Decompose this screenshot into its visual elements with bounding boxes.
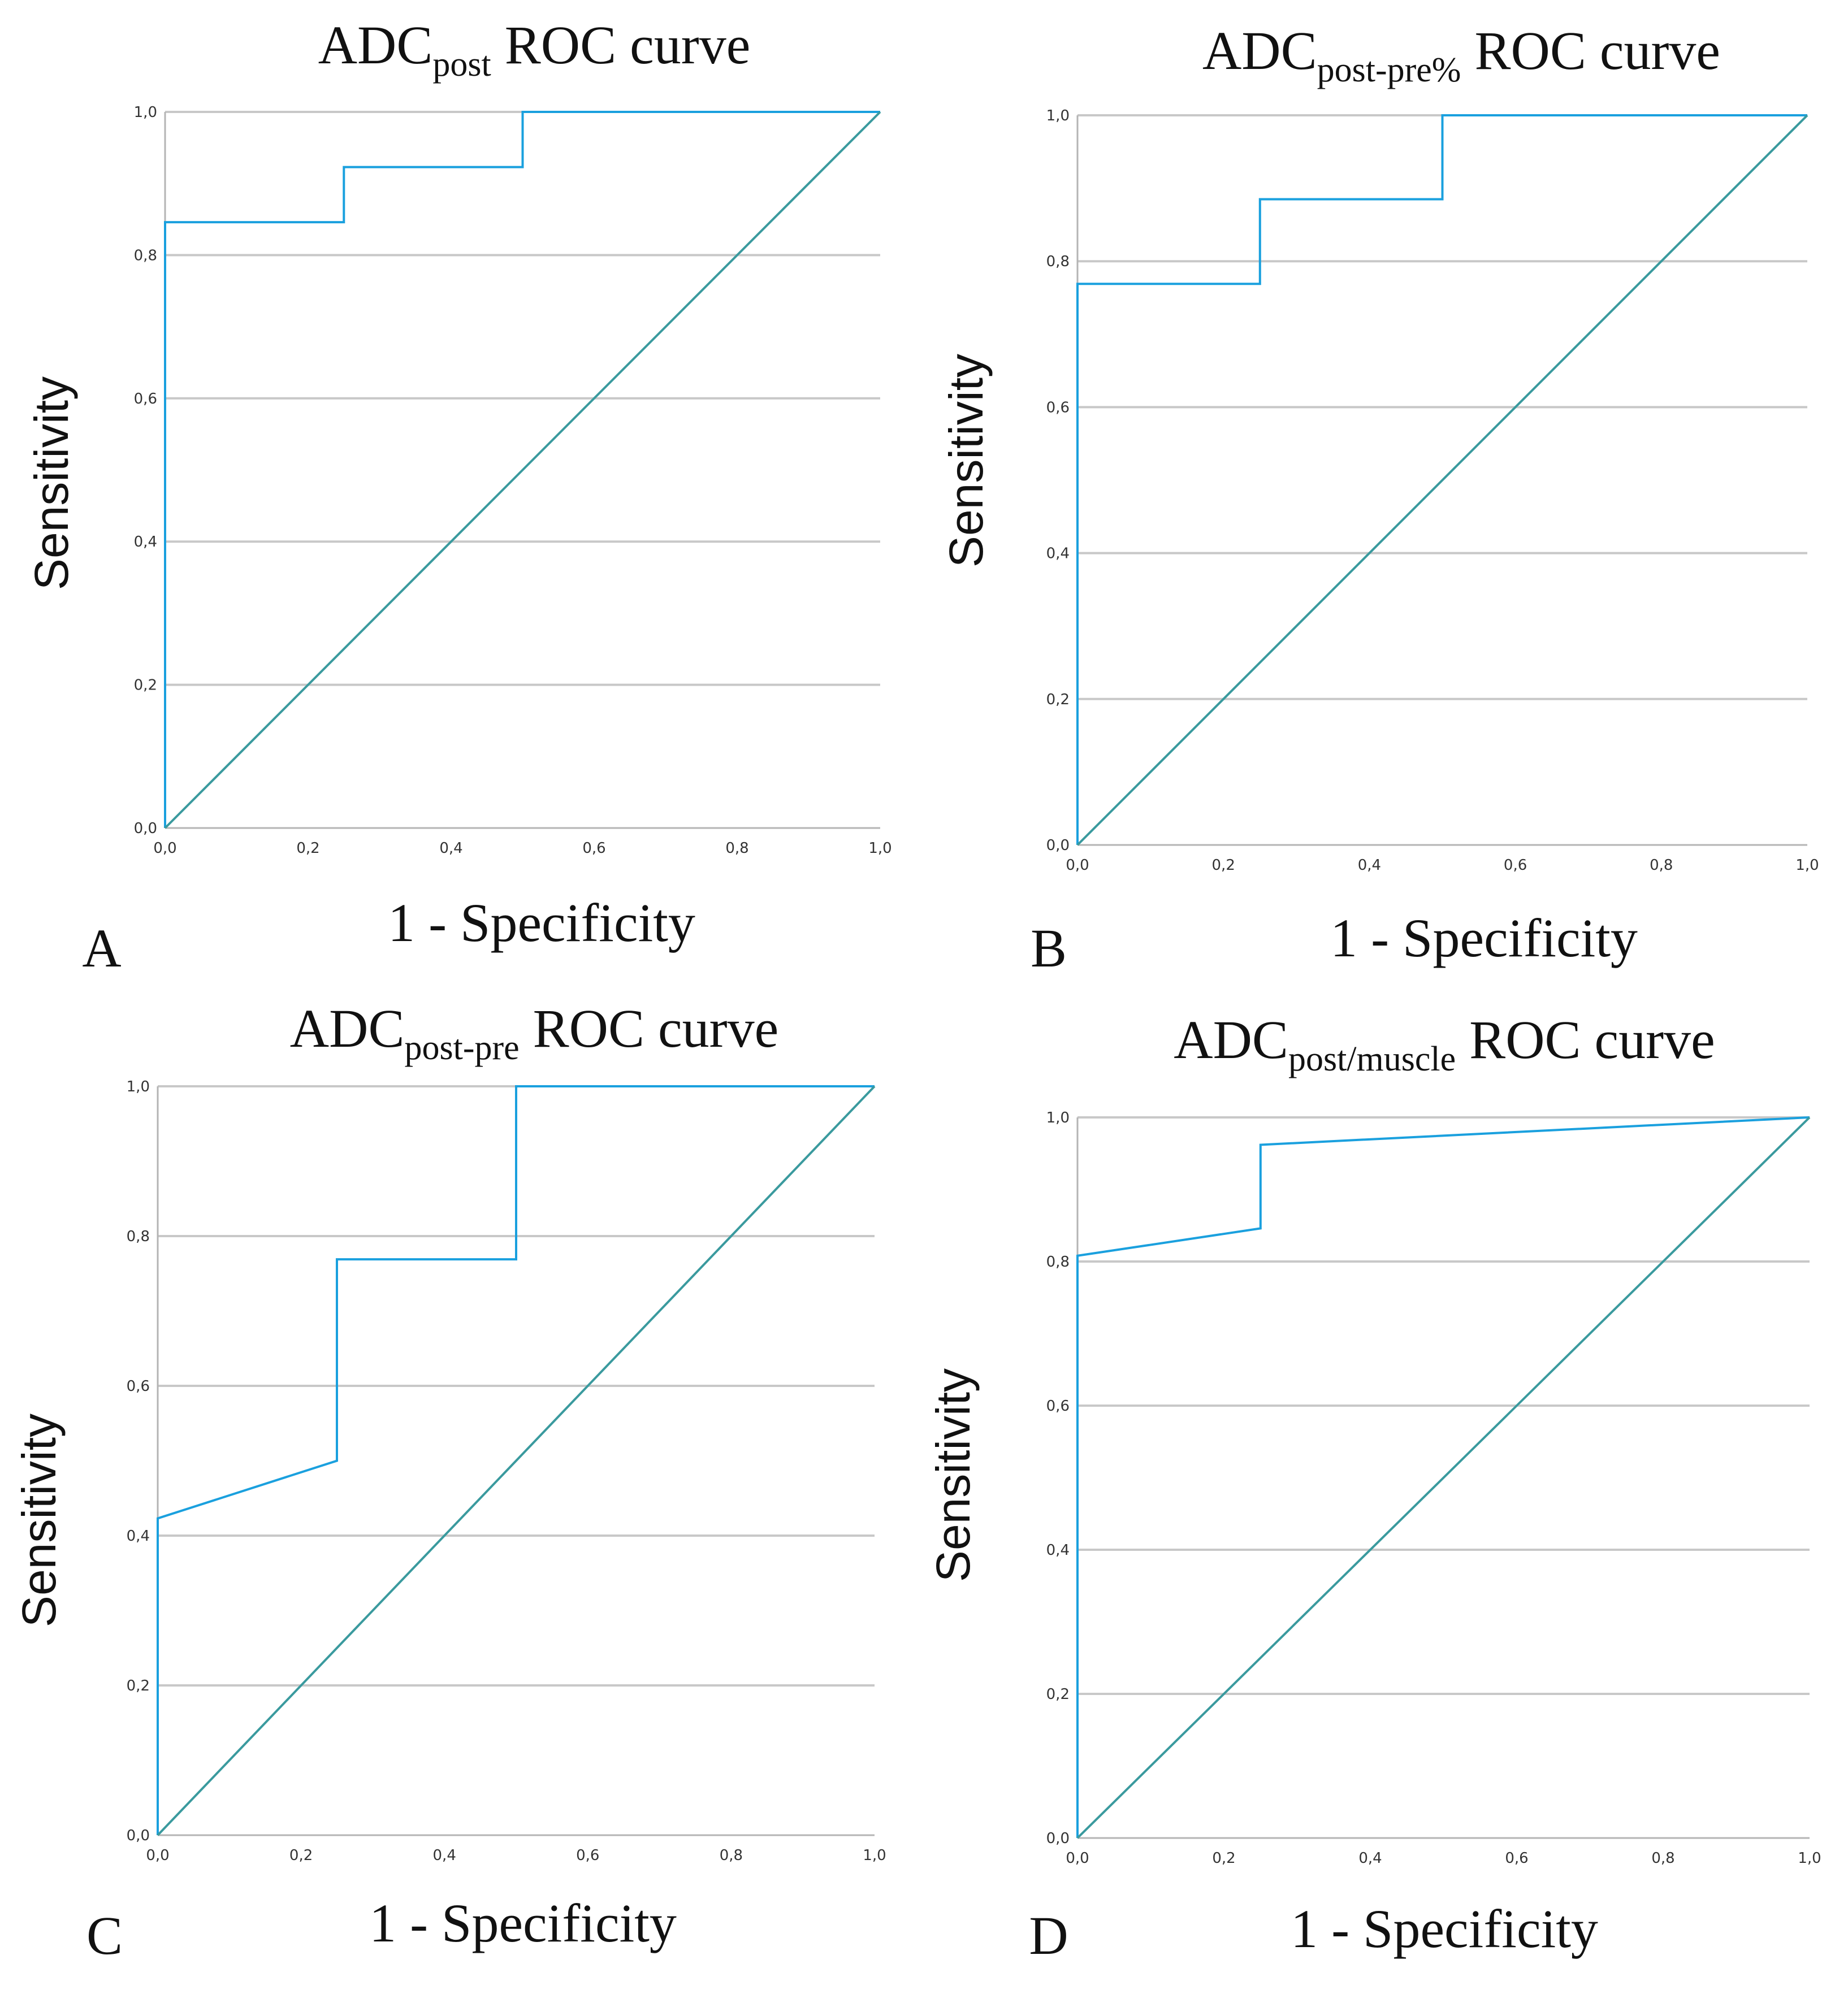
y-tick-label: 0,4 (134, 534, 157, 550)
y-axis-label: Sensitivity (927, 1368, 980, 1582)
x-tick-label: 0,8 (1651, 1850, 1674, 1867)
x-tick-label: 0,8 (1650, 857, 1673, 874)
y-tick-label: 0,0 (1046, 1830, 1070, 1847)
roc-curve-line (164, 111, 880, 828)
y-tick-label: 0,2 (127, 1677, 150, 1694)
x-tick-label: 0,4 (1358, 857, 1381, 874)
y-tick-label: 0,0 (134, 820, 157, 837)
y-tick-label: 0,8 (1046, 1254, 1070, 1271)
roc-panel-c: 0,0 0,2 0,4 0,6 0,8 1,0 0,0 0,2 0,4 0,6 0,8 1,0 ADCp… (12, 998, 886, 1966)
reference-line (1076, 1116, 1811, 1839)
y-axis-label: Sensitivity (25, 376, 78, 590)
y-tick-label: 0,4 (1046, 545, 1070, 562)
reference-line (1076, 114, 1808, 846)
roc-curve-line (1076, 1116, 1810, 1838)
roc-panel-d: 0,0 0,2 0,4 0,6 0,8 1,0 0,0 0,2 0,4 0,6 0,8 1,0 ADCp… (927, 1009, 1821, 1966)
panel-label: B (1031, 918, 1067, 978)
x-tick-label: 0,4 (439, 840, 462, 857)
roc-curve-line (157, 1085, 875, 1835)
y-tick-label: 1,0 (1046, 107, 1070, 124)
y-tick-label: 0,2 (134, 677, 157, 694)
y-tick-label: 0,4 (1046, 1542, 1070, 1559)
x-tick-label: 0,6 (1504, 857, 1527, 874)
x-tick-label: 1,0 (863, 1847, 886, 1864)
y-tick-label: 0,0 (1046, 837, 1070, 854)
y-tick-label: 0,6 (134, 391, 157, 408)
x-tick-label: 0,6 (1505, 1850, 1528, 1867)
x-tick-label: 0,6 (582, 840, 605, 857)
y-axis-label: Sensitivity (12, 1414, 66, 1627)
reference-line (164, 111, 881, 829)
x-tick-label: 0,0 (146, 1847, 169, 1864)
x-tick-label: 0,4 (1358, 1850, 1382, 1867)
roc-curve-line (1076, 114, 1807, 845)
panel-label: A (82, 918, 121, 978)
chart-title: ADCpost ROC curve (318, 15, 751, 84)
x-tick-label: 0,2 (1212, 1850, 1235, 1867)
y-axis-label: Sensitivity (940, 354, 993, 567)
chart-title: ADCpost/muscle ROC curve (1174, 1009, 1715, 1078)
roc-panel-b: 0,0 0,2 0,4 0,6 0,8 1,0 0,0 0,2 0,4 0,6 0,8 1,0 ADCp… (940, 20, 1819, 978)
y-tick-label: 1,0 (1046, 1109, 1070, 1126)
x-tick-label: 0,2 (289, 1847, 313, 1864)
x-tick-label: 0,0 (1066, 1850, 1089, 1867)
x-tick-label: 0,2 (1212, 857, 1235, 874)
x-tick-label: 1,0 (1798, 1850, 1821, 1867)
x-tick-label: 0,0 (1066, 857, 1089, 874)
x-tick-label: 0,2 (296, 840, 319, 857)
x-tick-label: 0,0 (153, 840, 176, 857)
x-tick-label: 0,8 (725, 840, 748, 857)
x-tick-label: 0,4 (433, 1847, 456, 1864)
x-tick-label: 0,8 (720, 1847, 743, 1864)
panel-label: C (86, 1905, 123, 1966)
y-tick-label: 0,0 (127, 1827, 150, 1844)
y-tick-label: 0,6 (1046, 399, 1070, 416)
x-tick-label: 1,0 (868, 840, 891, 857)
chart-title: ADCpost-pre ROC curve (290, 998, 778, 1067)
y-tick-label: 0,8 (1046, 253, 1070, 270)
x-tick-label: 0,6 (576, 1847, 599, 1864)
x-axis-label: 1 - Specificity (369, 1893, 677, 1953)
x-axis-label: 1 - Specificity (1330, 908, 1638, 968)
chart-title: ADCpost-pre% ROC curve (1202, 20, 1720, 89)
y-tick-label: 0,8 (134, 247, 157, 264)
y-tick-label: 0,6 (1046, 1398, 1070, 1415)
x-tick-label: 1,0 (1795, 857, 1819, 874)
y-tick-label: 0,6 (127, 1378, 150, 1395)
x-axis-label: 1 - Specificity (1291, 1898, 1598, 1959)
y-tick-label: 0,2 (1046, 1686, 1070, 1703)
roc-panel-a: 0,0 0,2 0,4 0,6 0,8 1,0 0,0 0,2 0,4 0,6 0,8 1,0 ADCp… (25, 15, 892, 978)
panel-label: D (1029, 1905, 1068, 1966)
y-tick-label: 1,0 (134, 104, 157, 121)
y-tick-label: 0,8 (127, 1228, 150, 1245)
y-tick-label: 0,2 (1046, 691, 1070, 708)
y-tick-label: 0,4 (127, 1528, 150, 1545)
reference-line (157, 1085, 876, 1836)
x-axis-label: 1 - Specificity (388, 892, 695, 953)
y-tick-label: 1,0 (127, 1078, 150, 1095)
